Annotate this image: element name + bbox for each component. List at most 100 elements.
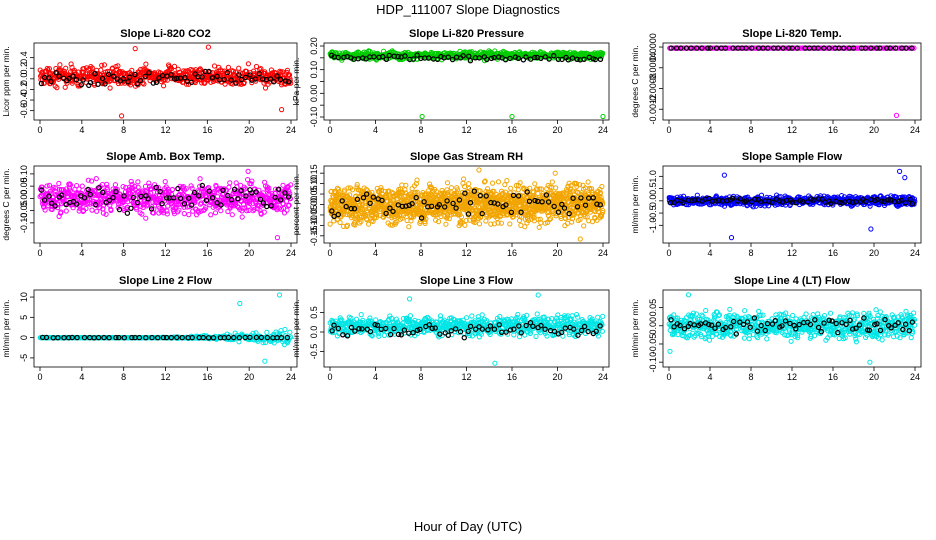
panel-3-x-tick-label: 8 [748,125,753,135]
panel-4-all-point [92,189,98,195]
panel-3-all-point [901,45,907,51]
panel-3-hourly-point [850,45,857,51]
panel-2-hourly-point [551,53,557,59]
panel-4-all-point [128,178,134,185]
panel-4-all-outlier [274,235,280,241]
panel-3-x-tick-label: 0 [666,125,671,135]
panel-6-x-tick-label: 20 [869,248,879,258]
panel-5-all-point [585,179,591,185]
panel-6-x-tick-label: 12 [787,248,797,258]
panel-1-all-point [62,84,68,90]
panel-2-hourly-point [523,54,529,60]
panel-4-all-point [128,194,134,200]
panel-1-all-point [68,61,74,67]
panel-3-hourly-point [760,45,766,51]
panel-1-all-point [101,62,108,68]
panel-3-title: Slope Li-820 Temp. [742,28,841,40]
panel-3-hourly-point [688,45,694,51]
panel-1-all-point [107,85,113,91]
panel-1-hourly-point [221,76,227,83]
panel-2-hourly-point [476,55,482,61]
panel-4-all-point [74,183,80,189]
panel-3-x-tick-label: 16 [828,125,838,135]
panel-4-all-point [103,211,109,217]
panel-1-hourly-point [278,76,284,83]
panel-4-all-point [89,207,95,213]
panel-2-x-tick-label: 20 [552,125,562,135]
panel-6-y-label: ml/min per min. [630,175,640,233]
panel-2-title: Slope Li-820 Pressure [409,28,524,40]
panel-2-hourly-point [426,55,432,61]
panel-4-all-point [139,211,145,217]
panel-4-all-point [245,177,251,183]
panel-4-all-point [186,212,192,218]
panel-3-hourly-point [903,45,909,51]
panel-3-hourly-point [730,45,736,51]
panel-1-points [37,44,294,119]
panel-3-x-tick-label: 12 [787,125,797,135]
panel-5-points [327,167,606,242]
panel-1-all-point [63,65,69,71]
panel-1-hourly-point [110,73,117,79]
panel-1-hourly-point [156,75,162,81]
panel-1-hourly-point [132,71,138,78]
panel-5-all-point [490,180,496,186]
panel-5-all-point [327,221,333,227]
panel-2-hourly-point [335,54,341,61]
panel-3-hourly-point [699,45,705,51]
panel-6-x-tick-label: 24 [910,248,920,258]
panel-1-hourly-point [256,71,263,77]
panel-3-all-point [824,45,830,51]
panel-1-hourly-point [209,75,216,81]
panel-3-hourly-point [826,45,832,51]
panel-2-x-tick-label: 16 [507,125,517,135]
panel-1-hourly-point [282,78,289,84]
panel-1-all-point [202,80,208,86]
panel-1-hourly-point [286,79,292,85]
panel-3-hourly-point [694,45,700,51]
panel-5-title: Slope Gas Stream RH [410,151,523,163]
panel-3-hourly-point [892,45,899,51]
panel-4-all-point [56,180,62,187]
panel-2-all-point [600,50,606,56]
panel-1-all-point [268,67,274,73]
panel-3-y-tick-label: 0.0000 [648,33,658,61]
panel-2-hourly-point [445,54,451,60]
panel-3-all-point [891,45,897,51]
panel-1-all-point [54,85,60,91]
panel-1-all-point [81,66,87,72]
panel-3-hourly-point [765,45,771,51]
panel-6-points [666,168,918,241]
panel-6-y-tick-label: 0.5 [648,182,658,195]
panel-4-all-point [208,212,214,218]
panel-3-y-tick-label: -0.0008 [648,73,658,104]
panel-6-all-outlier [902,175,908,181]
panel-1-hourly-point [153,79,160,86]
panel-3-hourly-point [749,45,755,51]
panel-1-all-point [106,79,112,85]
panel-4-all-point [76,186,82,192]
panel-5-all-point [483,218,489,224]
panel-1-all-point [129,67,135,74]
panel-4-all-point [85,177,91,183]
panel-5-all-point [515,187,521,193]
panel-5-all-point [502,182,508,188]
panel-1-hourly-point [150,80,156,86]
panel-3-hourly-point [722,45,729,51]
panel-3-frame [662,42,922,121]
panel-2-y-tick-label: 0.00 [309,85,319,103]
panel-1-hourly-point [80,77,86,83]
panel-2-hourly-point [507,55,513,62]
panel-2-y-tick-label: 0.10 [309,61,319,79]
panel-5-all-outlier [577,236,583,242]
panel-3-hourly-point [874,45,880,51]
panel-4-all-point [58,209,64,215]
panel-2-hourly-point [414,52,420,58]
panel-6-all-outlier [868,226,874,232]
panel-1-all-point [161,78,167,84]
panel-1-hourly-point [142,73,149,80]
panel-1-all-point [171,63,178,70]
panel-4-all-point [112,182,119,188]
panel-2-hourly-point [402,53,408,59]
panel-3-all-point [721,45,727,51]
